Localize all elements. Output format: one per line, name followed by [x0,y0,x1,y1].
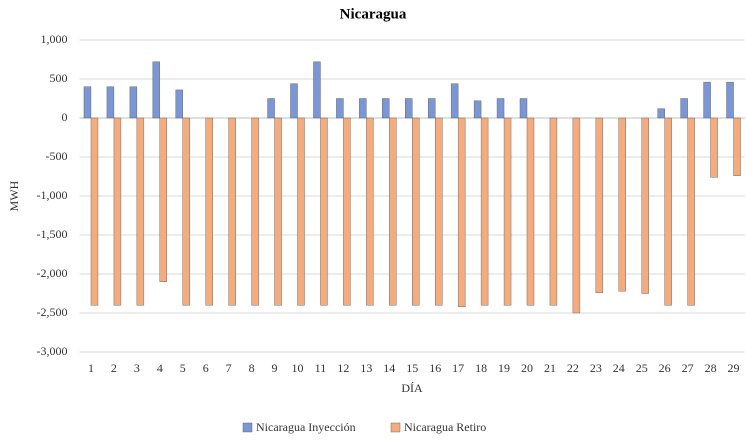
bar [175,89,183,119]
bar [427,98,436,119]
chart-title: Nicaragua [340,6,407,22]
x-tick-label: 20 [521,361,533,375]
x-tick-label: 9 [272,361,278,375]
x-tick-label: 17 [452,361,464,375]
x-tick-label: 8 [249,361,255,375]
x-tick-label: 21 [544,361,556,375]
bar [641,117,649,294]
bar [90,117,99,306]
bar [83,86,92,119]
x-tick-label: 16 [429,361,441,375]
bar [480,117,489,306]
bar [733,117,741,176]
x-tick-label: 4 [157,361,163,375]
bar [473,100,482,119]
bar [710,117,718,178]
y-tick-label: 500 [50,71,68,85]
bar [664,117,672,306]
legend-label: Nicaragua Retiro [404,420,486,434]
bar [366,117,374,306]
bar [434,117,443,306]
x-tick-label: 24 [613,361,625,375]
bar [412,117,420,306]
y-tick-label: -3,000 [37,344,68,358]
bar [549,117,558,306]
x-axis-label: DÍA [401,381,423,395]
x-tick-label: 19 [498,361,510,375]
y-tick-label: 1,000 [41,32,68,46]
bar [228,117,236,306]
bar [313,61,321,119]
bar [680,98,688,119]
bar [129,86,138,119]
bar [496,98,505,119]
x-tick-label: 27 [682,361,694,375]
bar [526,117,535,306]
bar [159,117,168,283]
bar [343,117,351,306]
x-tick-label: 12 [337,361,349,375]
legend-swatch [390,422,401,433]
bar [703,81,711,119]
bar [572,117,581,314]
bar [251,117,259,306]
x-tick-label: 13 [360,361,372,375]
y-tick-label: 0 [62,110,68,124]
bar [336,98,344,119]
y-tick-label: -2,500 [37,305,68,319]
x-tick-label: 5 [180,361,186,375]
x-tick-label: 18 [475,361,487,375]
x-tick-label: 2 [111,361,117,375]
bar [182,117,190,306]
x-tick-label: 22 [567,361,579,375]
bar [152,61,161,119]
bar [519,98,528,119]
bar [113,117,122,306]
legend-label: Nicaragua Inyección [256,420,356,434]
x-tick-label: 3 [134,361,140,375]
bar [726,81,734,119]
bar [503,117,512,306]
bar [405,98,413,119]
bar [205,117,213,306]
x-tick-label: 14 [383,361,395,375]
bar [267,98,275,119]
x-tick-label: 15 [406,361,418,375]
x-tick-label: 1 [88,361,94,375]
bar [359,98,367,119]
y-tick-label: -1,500 [37,227,68,241]
bar [687,117,695,306]
y-tick-label: -2,000 [37,266,68,280]
bar [595,117,604,293]
x-tick-label: 26 [659,361,671,375]
bar [618,117,626,292]
bar [657,108,665,119]
x-tick-label: 7 [226,361,232,375]
bar [136,117,145,306]
bar [320,117,328,306]
y-tick-label: -500 [46,149,68,163]
bar [457,117,466,307]
x-tick-label: 28 [705,361,717,375]
bar [297,117,305,306]
bar [274,117,282,306]
x-tick-label: 29 [728,361,740,375]
y-tick-label: -1,000 [37,188,68,202]
bar [290,83,298,119]
x-tick-label: 10 [292,361,304,375]
x-tick-label: 6 [203,361,209,375]
bar [389,117,397,306]
bar [382,98,390,119]
bar [450,83,459,119]
x-tick-label: 23 [590,361,602,375]
x-tick-label: 11 [315,361,327,375]
legend-swatch [242,422,253,433]
bar [106,86,115,119]
x-tick-label: 25 [636,361,648,375]
y-axis-label: MWH [7,180,21,211]
